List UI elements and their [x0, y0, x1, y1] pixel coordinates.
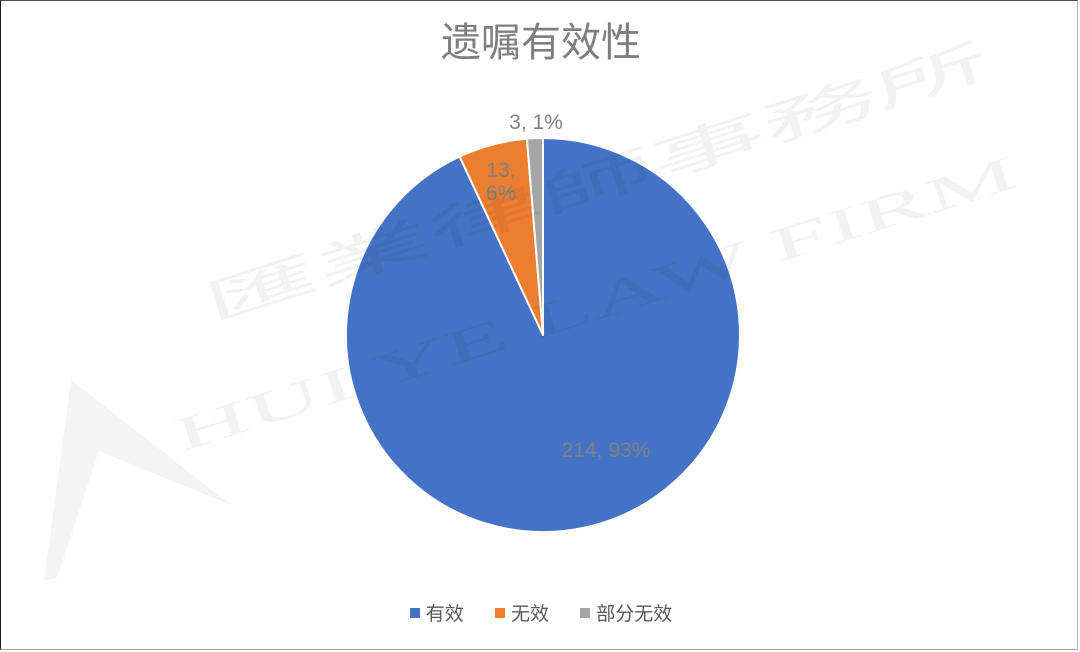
svg-text:214, 93%: 214, 93%	[562, 439, 651, 462]
svg-text:6%: 6%	[486, 182, 516, 205]
svg-text:13,: 13,	[486, 159, 515, 182]
svg-text:3, 1%: 3, 1%	[509, 111, 563, 134]
